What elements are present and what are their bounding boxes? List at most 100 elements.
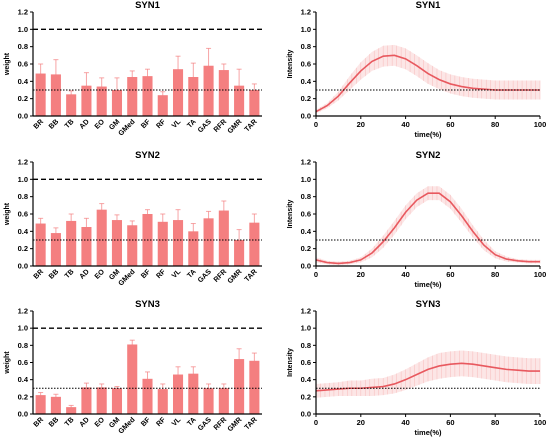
x-tick-label: 60 [446, 418, 454, 427]
x-tick-label: 40 [401, 120, 409, 129]
bar [218, 210, 229, 266]
bar [157, 389, 168, 414]
bar [127, 77, 138, 116]
x-tick-label: 60 [446, 120, 454, 129]
category-label: AD [77, 117, 91, 131]
category-label: TAR [242, 414, 259, 431]
y-tick-label: 0.4 [18, 77, 29, 86]
bar [203, 218, 214, 266]
y-tick-label: 0.2 [18, 392, 28, 401]
y-tick-label: 0.6 [301, 210, 311, 219]
bar [127, 225, 138, 266]
bar [50, 396, 61, 414]
category-label: VL [170, 267, 183, 280]
category-label: EO [92, 267, 106, 281]
y-tick-label: 0.0 [18, 112, 28, 121]
category-label: EO [92, 415, 106, 429]
x-axis-label: time(%) [414, 280, 442, 289]
chart-title: SYN1 [135, 0, 161, 11]
bar [203, 388, 214, 414]
bar [111, 388, 123, 414]
y-tick-label: 0.6 [301, 60, 311, 69]
y-tick-label: 0.2 [18, 244, 28, 253]
y-tick-label: 0.4 [18, 227, 29, 236]
category-label: BF [139, 117, 153, 131]
category-label: TB [62, 415, 75, 428]
y-tick-label: 0.0 [18, 410, 28, 419]
y-tick-label: 0.2 [301, 94, 311, 103]
y-axis-label: weight [4, 351, 11, 375]
bar [142, 76, 153, 116]
chart-title: SYN3 [135, 299, 160, 310]
bar [188, 231, 199, 266]
chart-title: SYN1 [416, 0, 442, 11]
category-label: RFR [211, 266, 228, 283]
y-tick-label: 1.0 [301, 324, 311, 333]
category-label: GMed [116, 267, 136, 287]
y-axis-label: Intensity [287, 348, 294, 377]
bar [96, 209, 107, 266]
y-tick-label: 0.8 [18, 42, 28, 51]
bar [234, 240, 245, 266]
x-tick-label: 20 [357, 270, 365, 279]
y-tick-label: 0.6 [301, 358, 311, 367]
x-tick-label: 100 [534, 270, 547, 279]
bar [234, 359, 245, 414]
y-axis-label: Intensity [287, 200, 294, 229]
y-tick-label: 0.8 [301, 192, 311, 201]
chart-title: SYN2 [135, 150, 160, 161]
y-tick-label: 1.0 [18, 324, 28, 333]
y-tick-label: 0.4 [301, 375, 312, 384]
y-tick-label: 0.8 [301, 341, 311, 350]
bar-chart-3: SYN2 weight 0.0 0.2 0.4 0.6 0.8 1.0 1.2 BR BB TB AD E… [4, 150, 262, 288]
y-axis-label: weight [4, 202, 11, 226]
category-label: BB [47, 117, 61, 131]
bar [35, 223, 46, 266]
category-label: VL [170, 117, 183, 130]
bar [218, 388, 229, 414]
x-tick-label: 0 [314, 418, 318, 427]
category-label: VL [170, 415, 183, 428]
y-tick-label: 1.0 [301, 25, 311, 34]
category-label: GAS [196, 267, 214, 285]
bar [81, 85, 92, 116]
bar [249, 360, 260, 414]
category-label: RF [154, 415, 168, 429]
bar [127, 344, 138, 414]
y-tick-label: 0.4 [301, 77, 312, 86]
bar [157, 95, 168, 116]
bar [188, 77, 199, 116]
y-axis-label: Intensity [287, 50, 294, 79]
bar [81, 387, 92, 414]
category-label: TB [62, 117, 75, 130]
line-chart-6: SYN3 Intensity 0.0 0.2 0.4 0.6 0.8 1.0 1.2 0 20 40 6… [287, 299, 546, 437]
y-tick-label: 0.8 [18, 192, 28, 201]
category-label: GMed [116, 117, 136, 137]
bar [111, 90, 123, 116]
category-label: GMR [225, 116, 244, 135]
bar [172, 220, 184, 266]
y-tick-label: 0.8 [301, 42, 311, 51]
y-tick-label: 0.4 [301, 227, 312, 236]
bar [66, 94, 77, 116]
category-label: AD [77, 415, 91, 429]
category-label: GMR [225, 266, 244, 285]
y-tick-label: 1.0 [18, 175, 28, 184]
y-tick-label: 0.4 [18, 375, 29, 384]
category-label: RF [154, 117, 168, 131]
bar [81, 227, 92, 266]
bar [203, 65, 214, 116]
bar [249, 222, 260, 266]
category-label: TB [62, 267, 75, 280]
bar [157, 221, 168, 266]
category-label: RFR [211, 116, 228, 133]
category-label: EO [92, 117, 106, 131]
x-tick-label: 20 [357, 418, 365, 427]
y-tick-label: 0.6 [18, 210, 28, 219]
category-label: AD [77, 267, 91, 281]
x-tick-label: 0 [314, 270, 318, 279]
y-tick-label: 1.2 [301, 8, 311, 17]
y-tick-label: 0.0 [301, 112, 311, 121]
bar [35, 395, 46, 414]
